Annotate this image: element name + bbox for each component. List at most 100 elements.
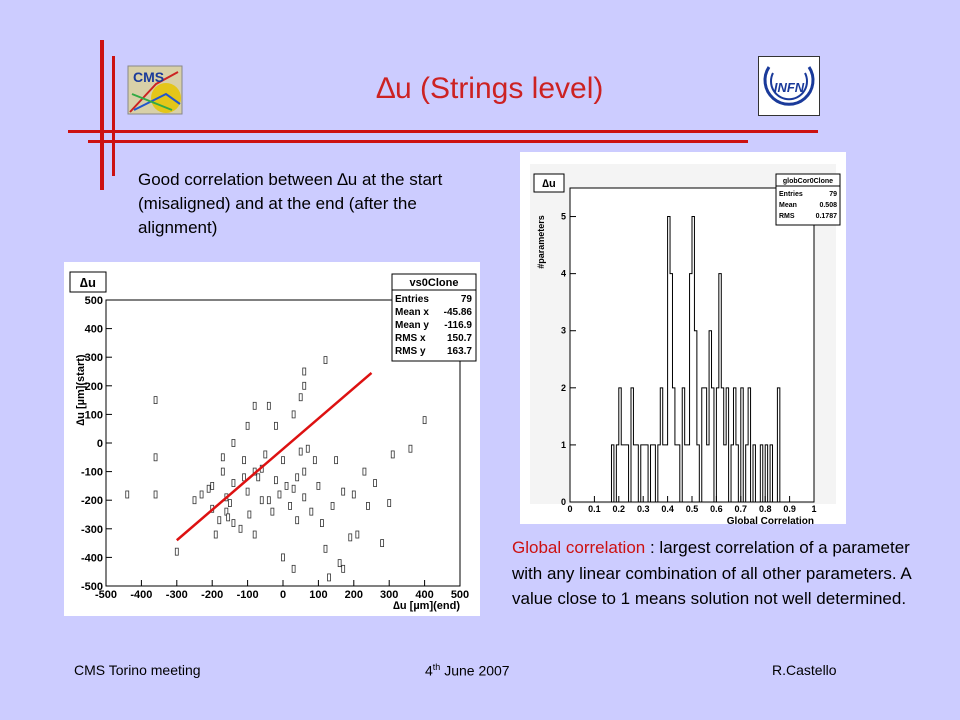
scatter-point [125,490,130,499]
histogram-xtick-label: 0.1 [588,504,601,514]
scatter-point [380,539,385,548]
scatter-stats-label: Mean x [395,307,429,318]
scatter-xtick-label: 300 [380,589,398,601]
scatter-xtick-label: -500 [95,589,117,601]
footer-date-rest: June 2007 [440,662,510,679]
scatter-point [351,490,356,499]
scatter-point [302,381,307,390]
scatter-xtick-label: 500 [451,589,469,601]
red-vertical-line-1 [100,40,104,190]
histogram-xtick-label: 0 [567,504,572,514]
histogram-stats-frame [775,173,841,226]
histogram-stats-value: 79 [829,191,837,198]
scatter-point [323,544,328,553]
footer-date: 4th June 2007 [425,662,510,679]
histogram-xtick-label: 0.3 [637,504,650,514]
footer-meeting: CMS Torino meeting [74,662,201,678]
scatter-xtick-label: -100 [237,589,259,601]
histogram-ytick-label: 5 [561,212,566,222]
scatter-point [334,456,339,465]
histogram-stats-name: globCor0Clone [783,178,833,185]
scatter-point [408,444,413,453]
histogram-ytick-label: 3 [561,326,566,336]
scatter-point [263,450,268,459]
scatter-point [259,496,264,505]
scatter-point [206,484,211,493]
scatter-fit-line [175,371,373,542]
scatter-point [231,519,236,527]
scatter-point [355,530,360,539]
cms-logo-text: CMS [133,69,164,85]
scatter-ytick-label: -400 [81,552,103,564]
scatter-point [220,467,225,476]
scatter-point [288,502,292,510]
histogram-stats-label: Mean [779,202,797,209]
scatter-point [341,487,346,496]
scatter-stats-name: vs0Clone [410,277,459,289]
scatter-ytick-label: 300 [85,352,103,364]
scatter-point [362,467,367,476]
scatter-point [245,421,250,430]
scatter-point [302,493,307,502]
scatter-point [274,421,278,430]
scatter-ytick-label: -200 [81,495,103,507]
scatter-point [312,456,317,465]
scatter-point [281,553,285,562]
histogram-xtick-label: 0.4 [661,504,674,514]
scatter-point [298,447,303,456]
histogram-xtick-label: 0.9 [783,504,796,514]
scatter-point [174,547,179,556]
scatter-point [281,456,285,465]
scatter-point [192,496,197,505]
scatter-point [320,519,324,527]
scatter-ytick-label: 0 [97,438,103,450]
scatter-stats-label: Mean y [395,320,429,331]
scatter-xtick-label: 200 [345,589,363,601]
scatter-point [327,573,331,582]
footer-date-suffix: th [432,662,441,672]
scatter-point [323,356,328,364]
scatter-point [295,473,300,482]
histogram-stats-label: RMS [779,213,795,220]
slide-title: ∆u (Strings level) [376,72,604,105]
scatter-point [291,564,296,573]
scatter-point [366,502,370,510]
scatter-stats-label: Entries [395,294,429,305]
scatter-point [252,401,257,410]
scatter-point [231,479,236,487]
global-correlation-text: Global correlation : largest correlation… [512,535,912,612]
scatter-point [256,473,261,482]
scatter-point [341,564,346,573]
scatter-xtick-label: 400 [415,589,433,601]
scatter-point [309,507,314,516]
scatter-point [270,507,275,516]
scatter-point [302,367,307,376]
histogram-xlabel: Global Correlation [727,516,814,524]
histogram-xtick-label: 1 [811,504,816,514]
scatter-title: ∆u [80,275,96,290]
histogram-xtick-label: 0.6 [710,504,723,514]
scatter-ytick-label: 200 [85,381,103,393]
scatter-xtick-label: -400 [130,589,152,601]
scatter-point [387,499,392,507]
intro-text: Good correlation between ∆u at the start… [138,170,443,237]
histogram-xtick-label: 0.2 [613,504,626,514]
scatter-point [242,456,246,465]
cms-logo: CMS [126,64,184,116]
scatter-point [231,439,236,447]
scatter-point [210,481,215,490]
scatter-point [266,401,271,410]
scatter-ylabel: ∆u [µm](start) [75,354,87,425]
histogram-stats-box: globCor0Clone Entries 79 Mean 0.508 RMS 0.1787 [775,173,841,226]
scatter-point [295,516,300,525]
scatter-point [305,444,310,453]
histogram-outline [570,216,814,503]
scatter-point [252,530,257,539]
scatter-title-box [69,271,107,293]
scatter-ytick-label: -300 [81,524,103,536]
histogram-xtick-label: 0.5 [686,504,699,514]
scatter-chart: ∆u 5004003002001000-100-200-300-400-500 … [64,262,480,616]
scatter-xtick-label: -300 [166,589,188,601]
red-vertical-line-2 [112,56,115,176]
